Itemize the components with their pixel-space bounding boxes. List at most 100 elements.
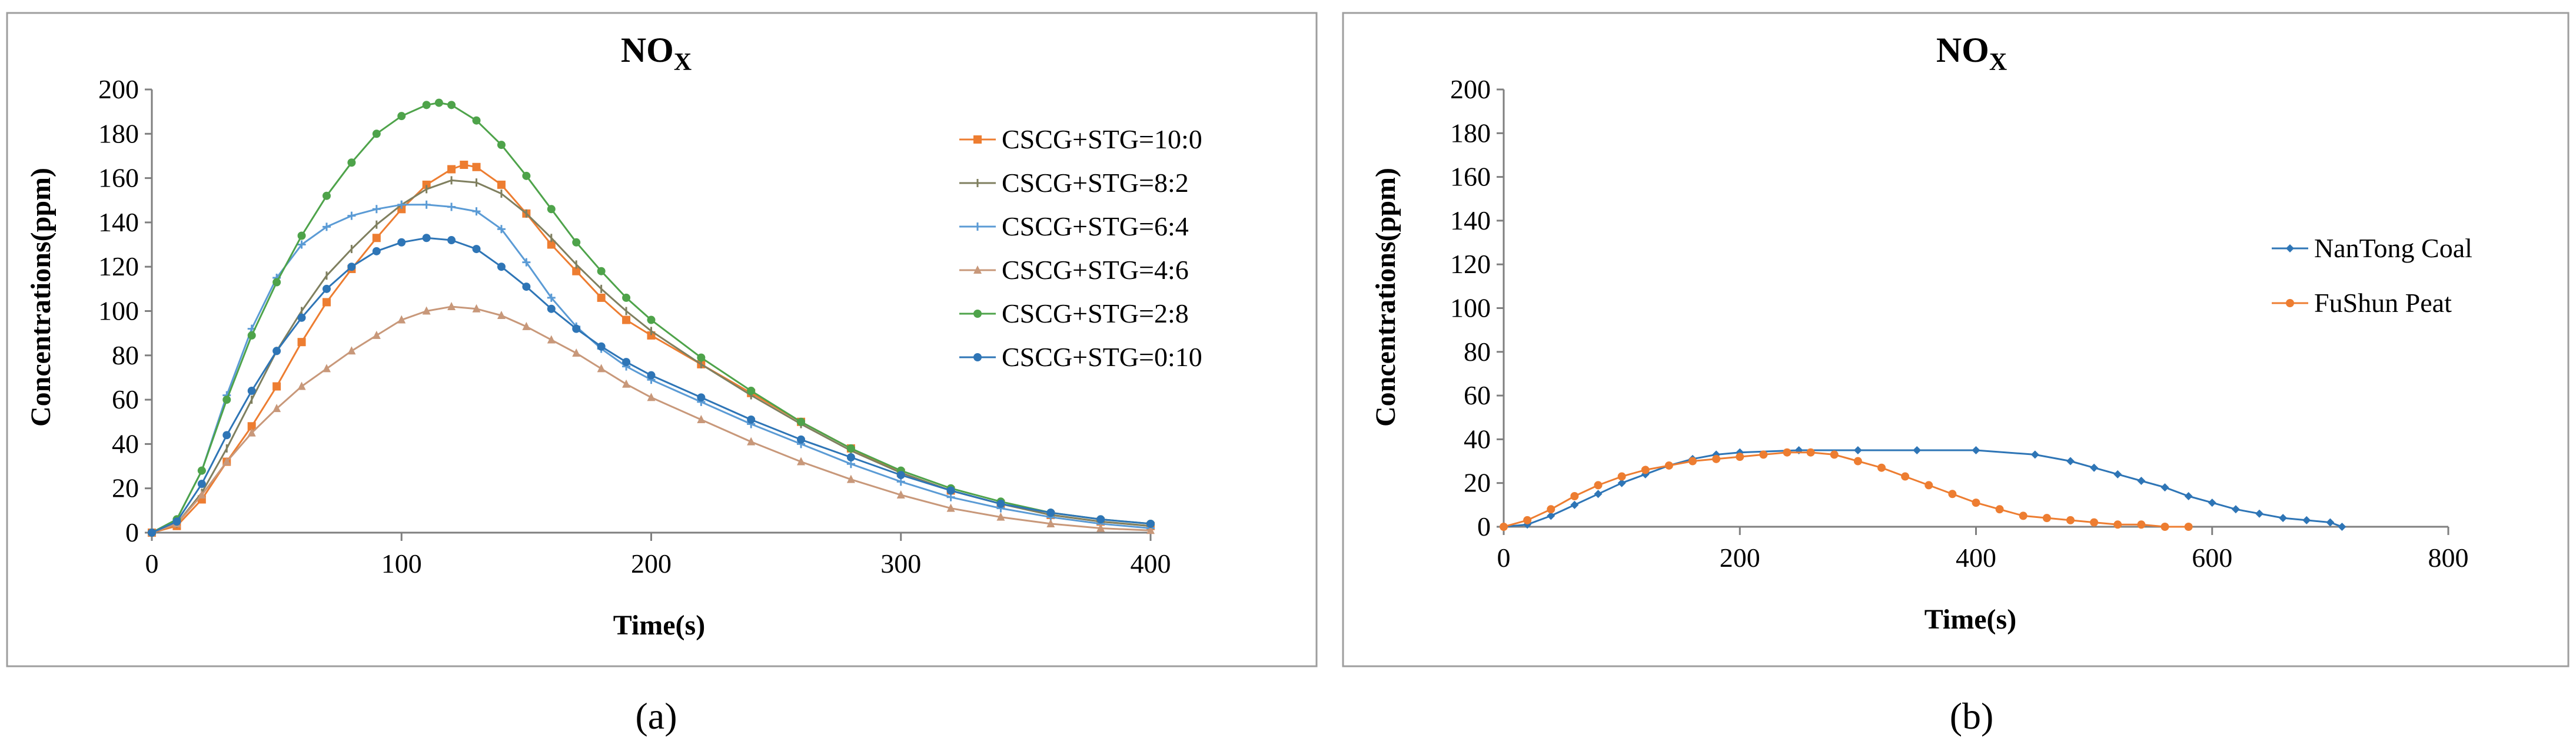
panel-a-data-point bbox=[572, 267, 581, 275]
panel-a-data-point bbox=[547, 304, 556, 313]
panel-a-data-point bbox=[447, 301, 456, 310]
panel-a-data-point bbox=[297, 381, 306, 390]
panel-a-data-point bbox=[460, 161, 468, 170]
panel-a-data-point bbox=[1146, 519, 1155, 528]
panel-a-data-point bbox=[297, 240, 306, 249]
panel-a-data-point bbox=[797, 435, 806, 444]
panel-b-data-point bbox=[1759, 450, 1768, 459]
panel-b-data-point bbox=[1877, 463, 1886, 472]
panel-a-legend-swatch-marker bbox=[973, 265, 982, 274]
panel-a-data-point bbox=[322, 222, 331, 231]
panel-a-data-point bbox=[222, 457, 231, 466]
panel-a-data-point bbox=[197, 490, 206, 499]
panel-b-y-tick-label: 120 bbox=[1450, 249, 1491, 279]
panel-a-data-point bbox=[297, 338, 306, 347]
panel-a-data-point bbox=[547, 335, 556, 344]
panel-a-data-point bbox=[522, 258, 531, 267]
panel-b-data-point bbox=[2184, 523, 2193, 531]
panel-a-legend-label: CSCG+STG=10:0 bbox=[1002, 124, 1202, 154]
panel-a-data-point bbox=[996, 500, 1005, 509]
panel-a-data-point bbox=[272, 278, 281, 287]
panel-a-data-point bbox=[846, 474, 855, 483]
panel-b-frame bbox=[1342, 12, 2570, 667]
panel-a-legend-label: CSCG+STG=2:8 bbox=[1002, 298, 1189, 328]
panel-b-legend-item: FuShun Peat bbox=[2272, 288, 2452, 318]
panel-a-data-point bbox=[247, 422, 256, 431]
panel-b-data-point bbox=[1736, 453, 1744, 461]
panel-a-plot: 0 20 40 60 80 100 120 140 160 180 200 0 100 200 300 400… bbox=[98, 74, 1202, 579]
panel-a-data-point bbox=[597, 364, 606, 373]
panel-a-data-point bbox=[996, 512, 1005, 521]
panel-a-data-point bbox=[422, 101, 431, 109]
panel-b-caption: (b) bbox=[1950, 695, 1994, 737]
panel-b-y-tick-label: 100 bbox=[1450, 293, 1491, 323]
panel-b-legend-item: NanTong Coal bbox=[2272, 233, 2472, 263]
panel-a-data-point bbox=[747, 387, 756, 396]
panel-b-data-point bbox=[2066, 457, 2075, 466]
panel-a-x-tick-label: 100 bbox=[381, 549, 422, 579]
panel-a-data-point bbox=[247, 428, 256, 437]
panel-a-x-tick-label: 300 bbox=[880, 549, 921, 579]
panel-a-data-point bbox=[647, 393, 656, 401]
panel-a-data-point bbox=[522, 283, 531, 291]
panel-b-data-point bbox=[2137, 520, 2146, 529]
panel-a-y-tick-label: 140 bbox=[98, 207, 139, 237]
panel-a-y-axis-title: Concentrations(ppm) bbox=[25, 168, 56, 427]
panel-a-data-point bbox=[222, 396, 231, 404]
panel-a-data-point bbox=[472, 245, 481, 254]
panel-a-data-point bbox=[472, 162, 481, 171]
panel-a-series-line bbox=[151, 102, 1151, 534]
panel-a-data-point bbox=[522, 321, 531, 330]
panel-b-plot: 0 20 40 60 80 100 120 140 160 180 200 0 200 400 600 800… bbox=[1450, 74, 2472, 573]
panel-a-data-point bbox=[372, 234, 381, 242]
panel-a-data-point bbox=[572, 348, 581, 357]
panel-a-data-point bbox=[747, 437, 756, 446]
panel-b-data-point bbox=[2255, 509, 2263, 518]
panel-a-data-point bbox=[572, 324, 581, 333]
panel-a-data-point bbox=[347, 346, 356, 355]
panel-b-data-point bbox=[1688, 457, 1697, 466]
panel-b-data-point bbox=[2160, 483, 2169, 492]
panel-a-data-point bbox=[497, 225, 506, 234]
panel-a-data-point bbox=[497, 141, 506, 149]
panel-b-data-point bbox=[1594, 481, 1603, 490]
panel-b-data-point bbox=[1783, 448, 1791, 457]
panel-a-data-point bbox=[297, 313, 306, 322]
panel-a-data-point bbox=[597, 267, 606, 275]
panel-b-data-point bbox=[2137, 476, 2146, 485]
panel-b-y-tick-label: 40 bbox=[1464, 424, 1491, 454]
panel-a-y-tick-label: 0 bbox=[125, 517, 139, 547]
panel-a-data-point bbox=[372, 129, 381, 138]
panel-a-series-cscg-stg-0-10 bbox=[148, 234, 1155, 537]
panel-b-data-point bbox=[1913, 446, 1922, 454]
panel-a-y-tick-label: 20 bbox=[112, 473, 139, 503]
panel-a-data-point bbox=[896, 471, 905, 480]
panel-a-data-point bbox=[747, 415, 756, 424]
panel-a-x-tick-label: 400 bbox=[1131, 549, 1171, 579]
panel-a-y-tick-label: 100 bbox=[98, 296, 139, 326]
panel-b-data-point bbox=[1617, 472, 1626, 481]
panel-a-data-point bbox=[347, 262, 356, 271]
panel-a-data-point bbox=[622, 293, 631, 302]
panel-b-x-tick-label: 800 bbox=[2428, 543, 2469, 573]
panel-b-x-tick-label: 600 bbox=[2192, 543, 2232, 573]
panel-a-data-point bbox=[372, 330, 381, 339]
panel-b-data-point bbox=[1972, 446, 1980, 454]
panel-a-legend-item: CSCG+STG=10:0 bbox=[959, 124, 1202, 154]
panel-a-data-point bbox=[434, 98, 443, 107]
panel-a-data-point bbox=[597, 293, 606, 302]
panel-a-caption: (a) bbox=[635, 695, 677, 737]
panel-a-data-point bbox=[797, 417, 806, 426]
panel-a-data-point bbox=[172, 517, 181, 526]
panel-b-legend-label: FuShun Peat bbox=[2314, 288, 2452, 318]
panel-a-data-point bbox=[422, 306, 431, 315]
panel-b-x-tick-label: 200 bbox=[1720, 543, 1760, 573]
panel-b-x-tick-label: 400 bbox=[1956, 543, 1996, 573]
panel-a-data-point bbox=[197, 480, 206, 489]
panel-a-data-point bbox=[422, 234, 431, 242]
panel-a-legend-label: CSCG+STG=8:2 bbox=[1002, 168, 1189, 198]
panel-a-legend-item: CSCG+STG=0:10 bbox=[959, 342, 1202, 372]
panel-b-data-point bbox=[2113, 520, 2122, 529]
panel-b-y-tick-label: 200 bbox=[1450, 74, 1491, 104]
panel-a-data-point bbox=[797, 457, 806, 466]
